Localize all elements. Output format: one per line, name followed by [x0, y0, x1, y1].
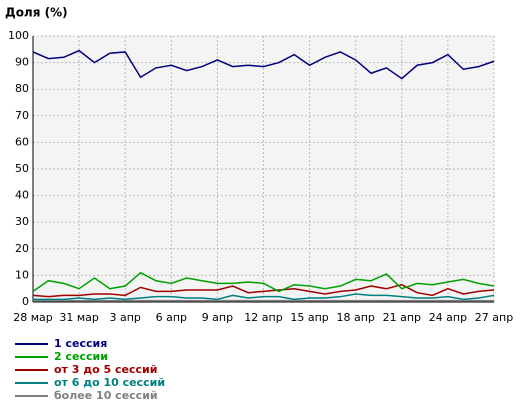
chart-title: Доля (%): [5, 6, 68, 20]
y-tick-label: 70: [15, 109, 29, 122]
y-tick-label: 10: [15, 268, 29, 281]
x-tick-label: 6 апр: [156, 311, 187, 324]
legend-label: 1 сессия: [54, 337, 107, 350]
y-tick-label: 40: [15, 189, 29, 202]
y-tick-label: 30: [15, 215, 29, 228]
legend-label: от 3 до 5 сессий: [54, 363, 157, 376]
y-tick-label: 0: [22, 295, 29, 308]
y-tick-label: 50: [15, 162, 29, 175]
y-tick-label: 80: [15, 82, 29, 95]
y-tick-label: 100: [8, 29, 29, 42]
x-tick-label: 31 мар: [59, 311, 99, 324]
series-line: [32, 49, 495, 80]
x-tick-label: 24 апр: [429, 311, 467, 324]
x-tick-label: 15 апр: [290, 311, 328, 324]
series-line: [32, 271, 495, 293]
legend-label: более 10 сессий: [54, 389, 158, 402]
x-tick-label: 18 апр: [336, 311, 374, 324]
x-tick-label: 3 апр: [109, 311, 140, 324]
x-tick-label: 9 апр: [202, 311, 233, 324]
series-line: [32, 283, 495, 298]
x-tick-label: 12 апр: [244, 311, 282, 324]
y-tick-label: 90: [15, 56, 29, 69]
x-tick-label: 28 мар: [13, 311, 53, 324]
x-tick-label: 27 апр: [475, 311, 513, 324]
x-tick-label: 21 апр: [383, 311, 421, 324]
y-tick-label: 60: [15, 135, 29, 148]
legend-label: от 6 до 10 сессий: [54, 376, 165, 389]
legend-label: 2 сессии: [54, 350, 108, 363]
series-line: [33, 293, 495, 301]
y-tick-label: 20: [15, 242, 29, 255]
